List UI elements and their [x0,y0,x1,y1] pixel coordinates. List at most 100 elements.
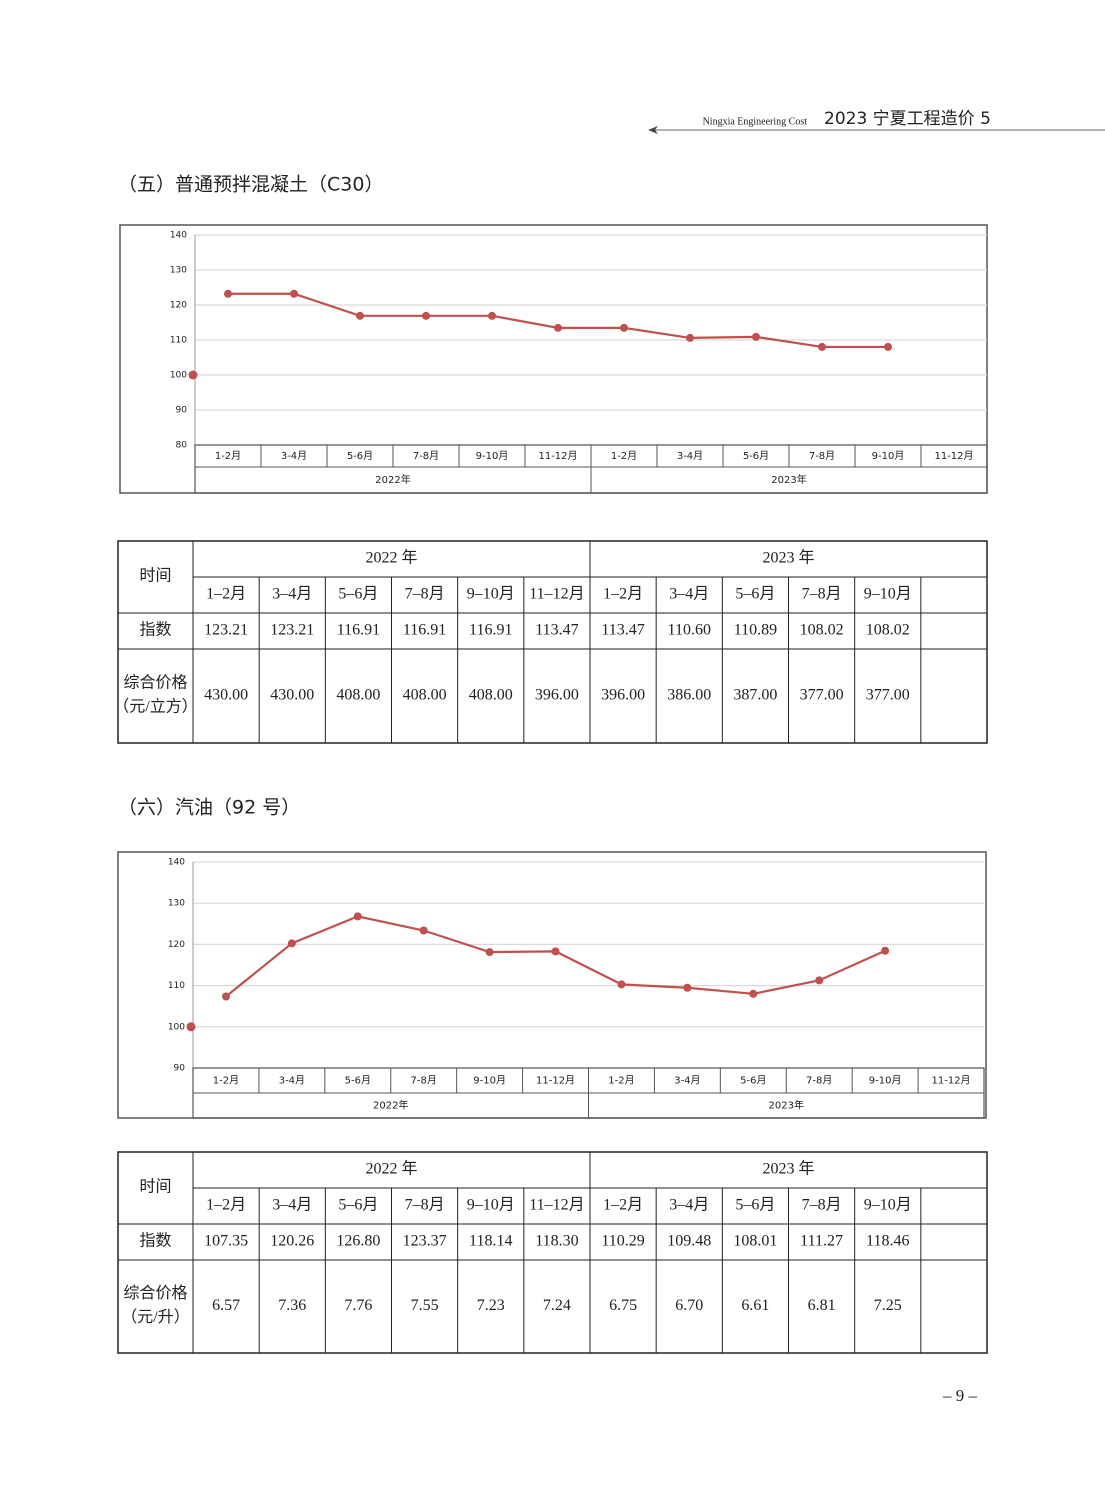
row-label: 指数 [139,621,171,639]
point [551,947,560,956]
y-tick-label: 130 [168,899,185,909]
row-label: （元/升） [121,1308,189,1326]
table-cell: 110.29 [601,1233,644,1250]
x-tick-label: 3-4月 [674,1075,700,1087]
table-frame [117,1151,988,1354]
x-tick-label: 1-2月 [213,1075,239,1087]
month-header: 1–2月 [603,1197,643,1214]
year-header: 2023 年 [762,549,814,567]
table-cell: 7.55 [411,1297,439,1314]
y-tick-label: 90 [176,406,188,416]
x-tick-label: 3-4月 [677,450,703,462]
month-header: 11–12月 [529,586,584,603]
x-tick-label: 7-8月 [411,1075,437,1087]
month-header: 5–6月 [735,1197,775,1214]
y-tick-label: 110 [168,981,185,991]
year-header: 2022 年 [365,549,417,567]
table-cell: 110.60 [668,622,711,639]
table-cell: 113.47 [535,622,578,639]
table-cell: 396.00 [601,687,645,704]
table-cell: 118.30 [535,1233,578,1250]
x-tick-label: 1-2月 [611,450,637,462]
line [228,292,888,349]
month-header: 7–8月 [405,1197,445,1214]
month-header: 5–6月 [338,586,378,603]
section-title: （五）普通预拌混凝土（C30） [118,174,383,196]
x-tick-label: 7-8月 [413,450,439,462]
table-cell: 408.00 [469,687,513,704]
x-tick-label: 9-10月 [473,1075,506,1087]
point [815,976,824,985]
x-tick-label: 5-6月 [345,1075,371,1087]
table-cell: 120.26 [270,1233,314,1250]
table-cell: 116.91 [337,622,380,639]
base-point [186,1022,196,1032]
point [620,323,628,332]
table-cell: 126.80 [336,1233,380,1250]
row-label: 综合价格 [123,1284,187,1302]
point [749,989,758,998]
year-header: 2022 年 [365,1160,417,1178]
y-tick-label: 120 [170,301,187,311]
table-cell: 7.76 [344,1297,372,1314]
month-header: 3–4月 [669,586,709,603]
x-tick-label: 5-6月 [743,450,769,462]
table-cell: 111.27 [800,1233,843,1250]
x-tick-label: 9-10月 [869,1075,902,1087]
x-tick-label: 3-4月 [281,450,307,462]
y-tick-label: 140 [170,231,187,241]
header-arrow [648,126,658,134]
point [683,983,692,992]
y-tick-label: 90 [174,1064,186,1074]
table-cell: 6.81 [808,1297,836,1314]
table-frame [117,540,988,744]
point [356,311,364,320]
month-header: 11–12月 [529,1197,584,1214]
y-tick-label: 100 [170,371,187,381]
month-header: 9–10月 [864,1197,912,1214]
table-cell: 116.91 [403,622,446,639]
month-header: 1–2月 [603,586,643,603]
table-cell: 118.14 [469,1233,512,1250]
x-tick-label: 1-2月 [608,1075,634,1087]
section-title: （六）汽油（92 号） [118,797,300,819]
table-cell: 108.02 [866,622,910,639]
y-tick-label: 80 [176,441,188,451]
x-tick-label: 5-6月 [347,450,373,462]
x-tick-label: 9-10月 [476,450,509,462]
table-cell: 6.70 [675,1297,703,1314]
table-cell: 107.35 [204,1233,248,1250]
point [485,948,494,957]
x-tick-label: 1-2月 [215,450,241,462]
group-label: 2022年 [373,1099,408,1112]
x-tick-label: 7-8月 [809,450,835,462]
table-cell: 430.00 [270,687,314,704]
table-corner: 时间 [139,1178,171,1196]
x-tick-label: 5-6月 [740,1075,766,1087]
table-cell: 386.00 [667,687,711,704]
table-cell: 408.00 [403,687,447,704]
month-header: 7–8月 [405,586,445,603]
group-label: 2023年 [771,473,806,486]
table-cell: 6.61 [741,1297,769,1314]
point [224,289,232,298]
month-header: 7–8月 [802,1197,842,1214]
table-cell: 123.21 [270,622,314,639]
table-cell: 7.23 [477,1297,505,1314]
month-header: 5–6月 [338,1197,378,1214]
table-cell: 408.00 [336,687,380,704]
month-header: 3–4月 [272,586,312,603]
month-header: 1–2月 [206,586,246,603]
point [752,332,760,341]
line [225,915,886,998]
x-tick-label: 9-10月 [872,450,905,462]
group-label: 2023年 [769,1099,804,1112]
point [290,289,298,298]
point [353,912,362,921]
y-tick-label: 110 [170,336,187,346]
month-header: 5–6月 [735,586,775,603]
base-point [188,370,198,380]
header-title: 2023 宁夏工程造价 5 [824,109,991,129]
x-tick-label: 11-12月 [932,1075,971,1087]
point [554,323,562,332]
